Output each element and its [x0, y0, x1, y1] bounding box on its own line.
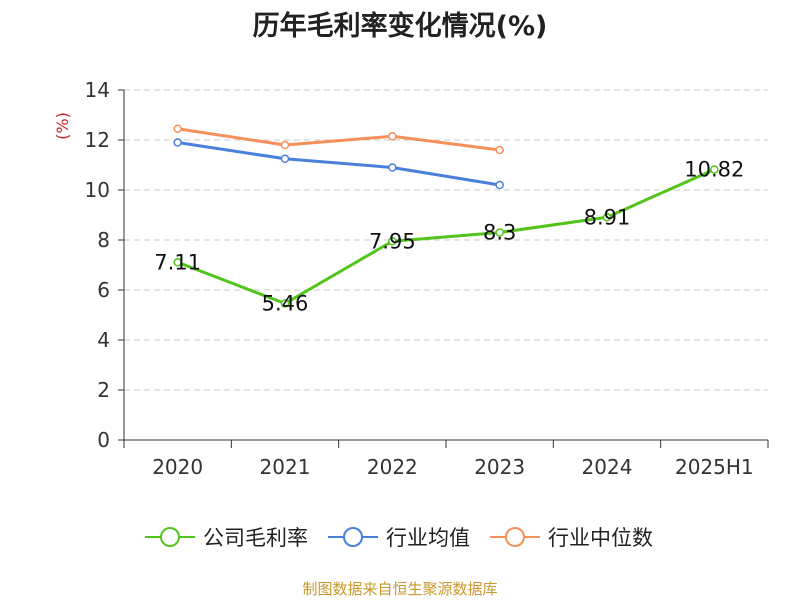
data-point: [388, 163, 397, 172]
x-tick-label: 2021: [260, 455, 311, 479]
data-point: [280, 140, 290, 150]
data-point: [173, 258, 182, 267]
data-point: [495, 145, 504, 155]
data-point: [173, 124, 182, 133]
legend-label: 行业中位数: [548, 526, 653, 550]
data-label: 10.82: [684, 158, 744, 182]
data-point: [495, 180, 504, 190]
y-tick-label: 12: [85, 128, 110, 152]
y-tick-label: 0: [97, 428, 110, 452]
data-point: [602, 213, 612, 222]
y-tick-label: 14: [85, 78, 110, 102]
y-tick-label: 8: [97, 228, 110, 252]
series-line: [177, 141, 500, 187]
data-point: [173, 138, 182, 147]
data-label: 8.91: [584, 205, 631, 229]
y-tick-label: 10: [85, 178, 110, 202]
data-point: [280, 154, 290, 163]
data-point: [280, 299, 290, 308]
data-point: [495, 228, 504, 237]
data-label: 7.95: [369, 229, 416, 253]
legend-marker: [343, 527, 363, 547]
y-tick-label: 4: [97, 328, 110, 352]
data-source-note: 制图数据来自恒生聚源数据库: [302, 580, 498, 598]
y-axis-label: (%): [53, 112, 72, 140]
x-tick-label: 2022: [367, 455, 418, 479]
chart-title: 历年毛利率变化情况(%): [252, 11, 548, 42]
data-point: [710, 165, 719, 174]
y-tick-label: 6: [97, 278, 110, 302]
x-tick-label: 2025H1: [675, 455, 754, 479]
x-tick-label: 2023: [474, 455, 525, 479]
legend-marker: [160, 527, 180, 547]
series-line: [177, 168, 715, 305]
data-point: [388, 132, 397, 141]
data-point: [388, 237, 397, 246]
y-tick-label: 2: [97, 378, 110, 402]
data-label: 7.11: [154, 250, 201, 274]
legend-label: 行业均值: [386, 526, 470, 550]
series-line: [177, 127, 500, 152]
legend-marker: [505, 527, 525, 547]
legend-label: 公司毛利率: [203, 526, 308, 550]
data-label: 8.3: [483, 221, 516, 245]
x-tick-label: 2024: [582, 455, 633, 479]
x-tick-label: 2020: [152, 455, 203, 479]
data-label: 5.46: [262, 292, 309, 316]
